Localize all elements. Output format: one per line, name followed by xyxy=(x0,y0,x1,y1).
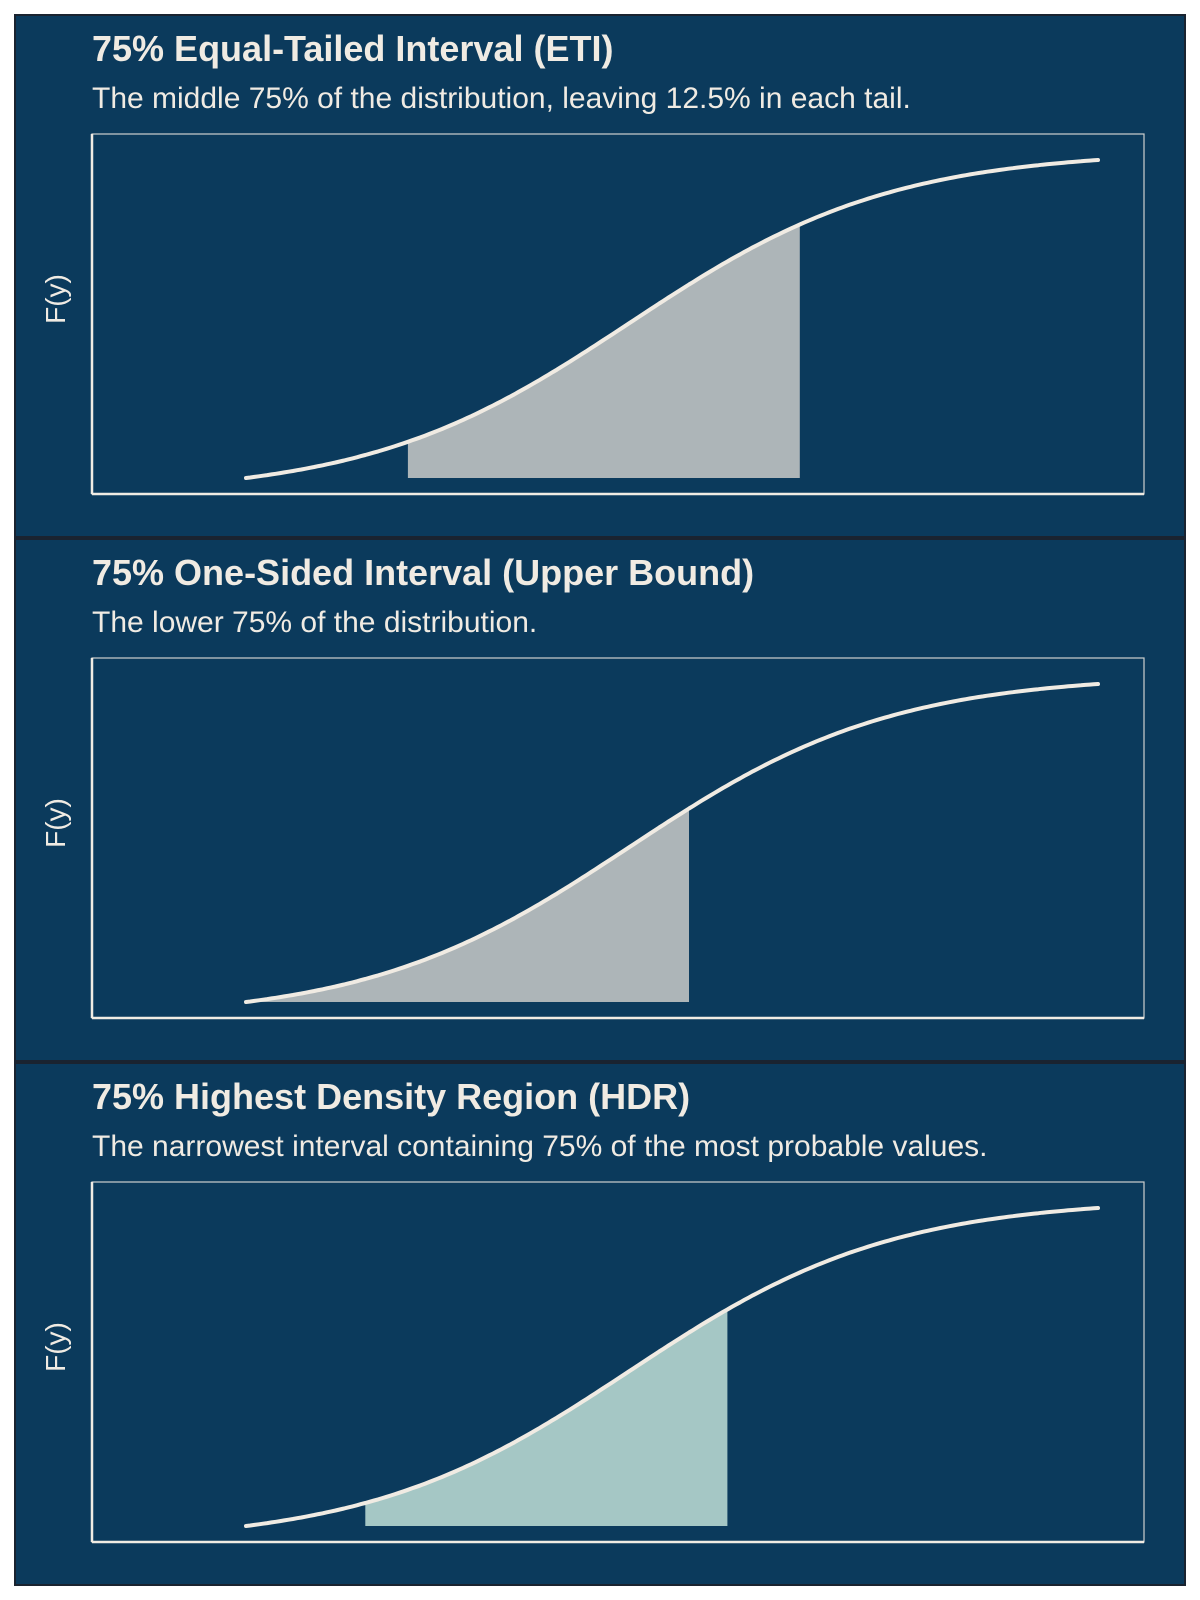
figure: 75% Equal-Tailed Interval (ETI) The midd… xyxy=(14,14,1186,1586)
panel-eti: 75% Equal-Tailed Interval (ETI) The midd… xyxy=(16,16,1184,536)
panel-hdr: 75% Highest Density Region (HDR) The nar… xyxy=(16,1064,1184,1584)
panel-title: 75% Equal-Tailed Interval (ETI) xyxy=(92,28,614,69)
panel-subtitle: The middle 75% of the distribution, leav… xyxy=(92,82,911,115)
shaded-interval xyxy=(246,808,689,1002)
plot-area xyxy=(90,133,1145,496)
cdf-curve xyxy=(244,158,1100,480)
panel-one-sided: 75% One-Sided Interval (Upper Bound) The… xyxy=(16,540,1184,1060)
panel-title: 75% One-Sided Interval (Upper Bound) xyxy=(92,552,755,593)
shaded-interval xyxy=(407,224,800,478)
plot-area xyxy=(90,1181,1145,1544)
panel-title: 75% Highest Density Region (HDR) xyxy=(92,1076,691,1117)
cdf-curve xyxy=(244,1206,1100,1528)
cdf-curve xyxy=(244,682,1100,1004)
plot-area xyxy=(90,657,1145,1020)
panel-subtitle: The narrowest interval containing 75% of… xyxy=(92,1130,988,1163)
panel-subtitle: The lower 75% of the distribution. xyxy=(92,606,538,639)
